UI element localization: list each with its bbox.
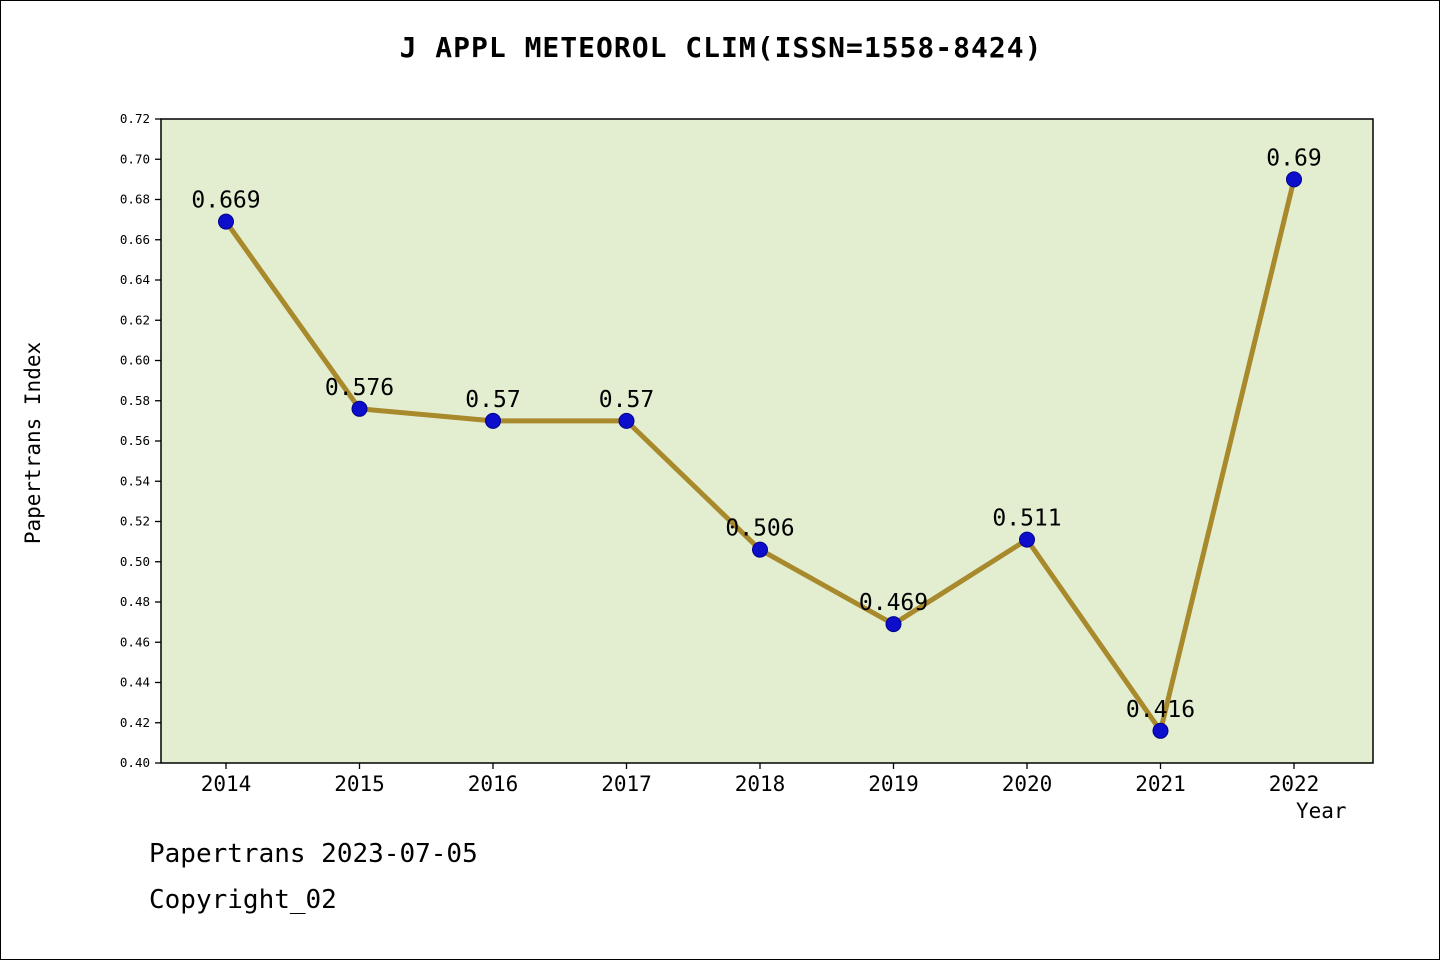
x-tick-label: 2022 <box>1269 772 1320 796</box>
x-tick-label: 2021 <box>1135 772 1186 796</box>
footer-copyright: Copyright_02 <box>149 885 337 915</box>
y-tick-label: 0.70 <box>120 151 150 166</box>
y-tick-label: 0.42 <box>120 715 150 730</box>
point-label: 0.469 <box>859 590 928 616</box>
x-tick-label: 2020 <box>1002 772 1053 796</box>
data-point <box>618 412 635 429</box>
x-tick-label: 2017 <box>601 772 652 796</box>
x-tick-label: 2019 <box>868 772 919 796</box>
y-tick-label: 0.50 <box>120 554 150 569</box>
data-point <box>1286 171 1302 188</box>
x-tick-label: 2016 <box>468 772 519 796</box>
y-tick-label: 0.60 <box>120 353 150 368</box>
point-label: 0.57 <box>599 387 654 413</box>
y-tick-label: 0.48 <box>120 594 150 609</box>
data-point <box>1019 531 1035 548</box>
footer-source-date: Papertrans 2023-07-05 <box>149 839 478 869</box>
data-point <box>351 400 368 417</box>
y-tick-label: 0.72 <box>120 111 150 126</box>
point-label: 0.416 <box>1126 697 1195 723</box>
y-tick-label: 0.68 <box>120 192 150 207</box>
x-tick-label: 2014 <box>201 772 252 796</box>
x-tick-label: 2018 <box>735 772 786 796</box>
x-tick-label: 2015 <box>334 772 385 796</box>
y-tick-label: 0.66 <box>120 232 150 247</box>
data-point <box>218 213 234 230</box>
data-point <box>885 616 902 633</box>
data-point <box>485 412 501 429</box>
point-label: 0.57 <box>465 387 520 413</box>
point-label: 0.669 <box>191 188 260 214</box>
point-label: 0.506 <box>725 516 794 542</box>
point-label: 0.69 <box>1266 145 1321 171</box>
y-tick-label: 0.40 <box>120 755 150 770</box>
y-tick-label: 0.64 <box>120 272 150 287</box>
y-tick-label: 0.54 <box>120 473 150 488</box>
chart-title: J APPL METEOROL CLIM(ISSN=1558-8424) <box>399 31 1043 64</box>
data-point <box>1152 722 1169 739</box>
x-axis-label: Year <box>1296 799 1347 823</box>
y-tick-label: 0.62 <box>120 312 150 327</box>
y-tick-label: 0.44 <box>120 675 150 690</box>
y-tick-label: 0.58 <box>120 393 150 408</box>
y-tick-label: 0.46 <box>120 634 150 649</box>
y-tick-label: 0.56 <box>120 433 150 448</box>
data-point <box>752 541 768 558</box>
y-tick-label: 0.52 <box>120 514 150 529</box>
point-label: 0.576 <box>325 375 394 401</box>
plot-area <box>160 118 1374 764</box>
point-label: 0.511 <box>992 506 1061 532</box>
